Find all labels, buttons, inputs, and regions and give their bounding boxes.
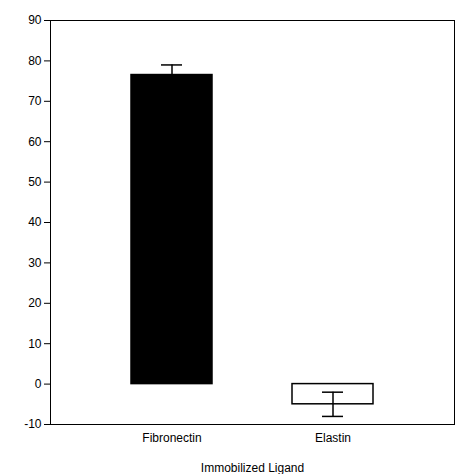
svg-text:Fibronectin: Fibronectin <box>142 431 201 445</box>
svg-text:70: 70 <box>28 94 42 108</box>
svg-text:90: 90 <box>28 13 42 27</box>
svg-text:Elastin: Elastin <box>315 431 351 445</box>
svg-text:Immobilized Ligand: Immobilized Ligand <box>201 461 304 474</box>
svg-text:0: 0 <box>35 377 42 391</box>
svg-text:10: 10 <box>28 337 42 351</box>
svg-text:-10: -10 <box>24 417 42 431</box>
svg-text:20: 20 <box>28 296 42 310</box>
svg-text:50: 50 <box>28 175 42 189</box>
svg-text:30: 30 <box>28 256 42 270</box>
svg-text:80: 80 <box>28 54 42 68</box>
svg-text:40: 40 <box>28 215 42 229</box>
svg-text:60: 60 <box>28 135 42 149</box>
